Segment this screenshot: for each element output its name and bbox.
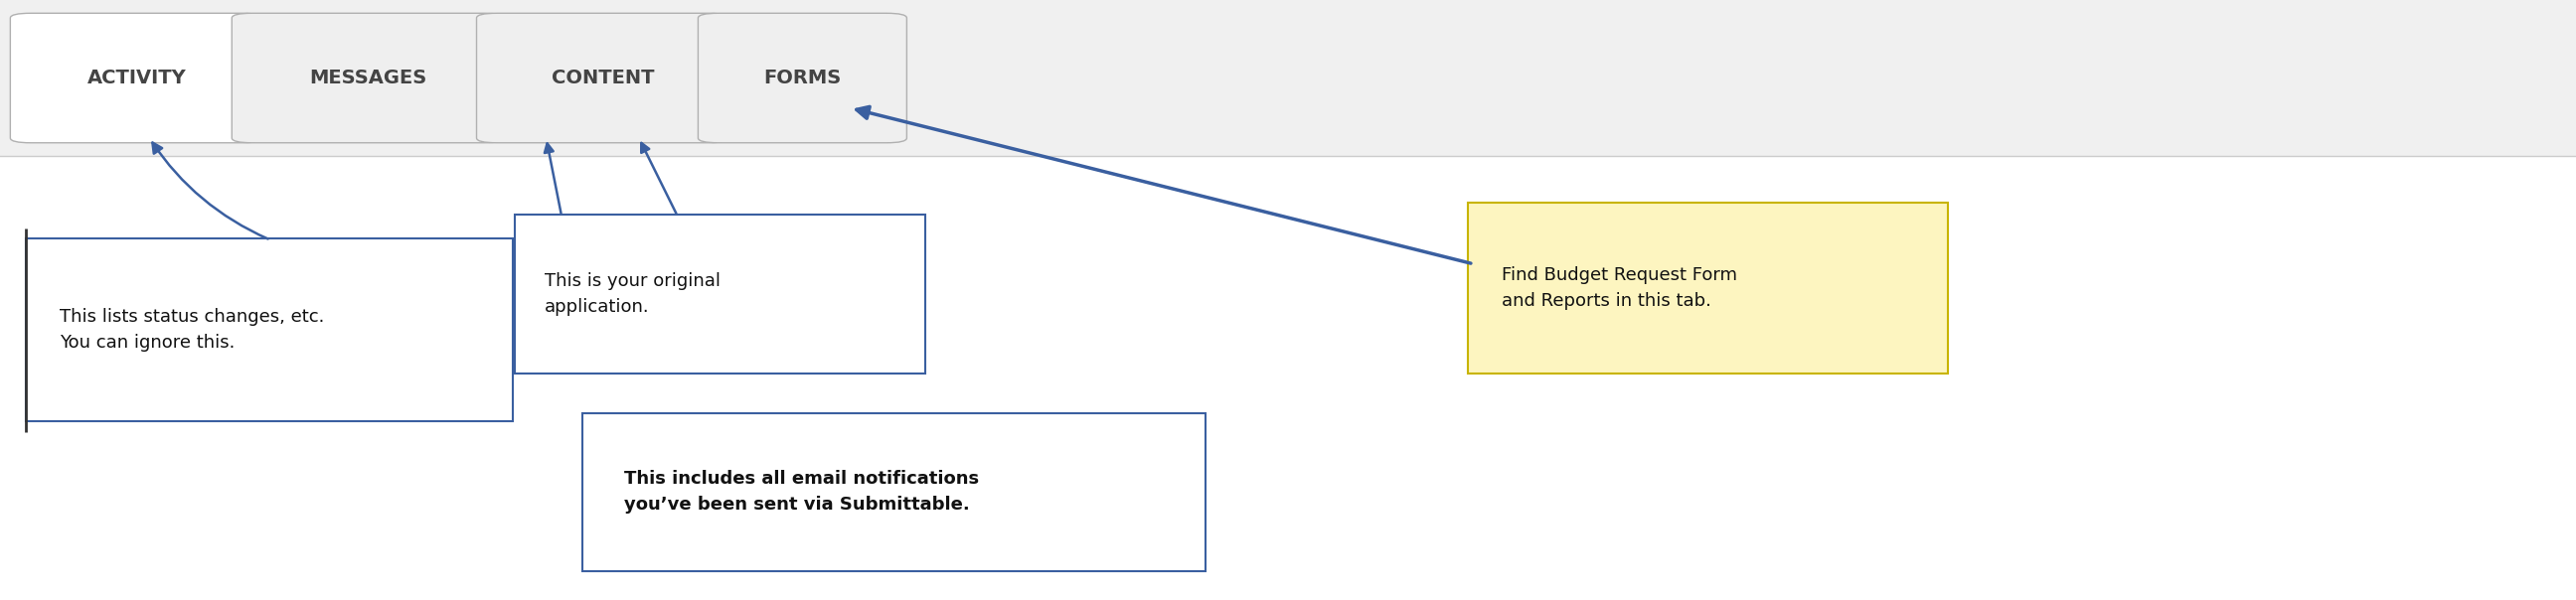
FancyBboxPatch shape: [582, 413, 1206, 571]
FancyBboxPatch shape: [1468, 203, 1947, 373]
Text: FORMS: FORMS: [762, 68, 842, 88]
Text: This is your original
application.: This is your original application.: [544, 272, 721, 316]
Text: CONTENT: CONTENT: [551, 68, 654, 88]
Text: ACTIVITY: ACTIVITY: [88, 68, 185, 88]
FancyBboxPatch shape: [232, 13, 505, 143]
Text: This includes all email notifications
you’ve been sent via Submittable.: This includes all email notifications yo…: [623, 470, 979, 514]
Text: This lists status changes, etc.
You can ignore this.: This lists status changes, etc. You can …: [59, 308, 325, 352]
FancyBboxPatch shape: [26, 239, 513, 421]
FancyBboxPatch shape: [698, 13, 907, 143]
Text: MESSAGES: MESSAGES: [309, 68, 428, 88]
Bar: [0, 0, 2576, 156]
Text: Find Budget Request Form
and Reports in this tab.: Find Budget Request Form and Reports in …: [1502, 266, 1736, 310]
FancyBboxPatch shape: [477, 13, 729, 143]
FancyBboxPatch shape: [515, 215, 925, 373]
FancyBboxPatch shape: [10, 13, 263, 143]
